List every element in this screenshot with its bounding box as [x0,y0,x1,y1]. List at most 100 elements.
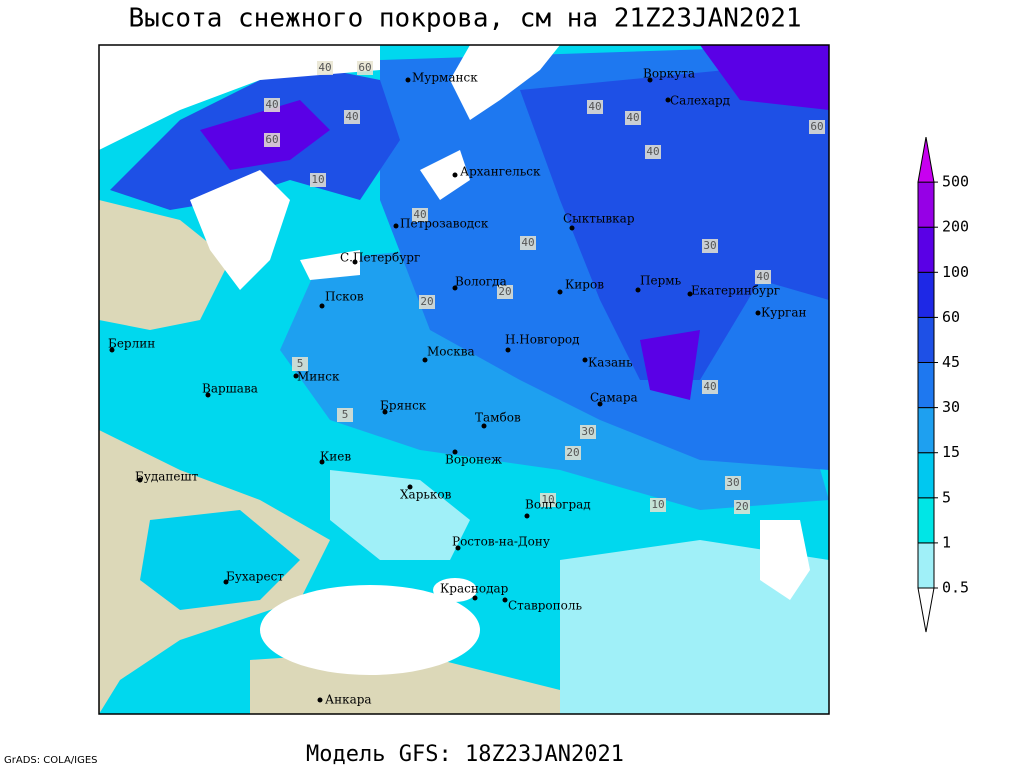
city-dot [687,291,693,297]
city-dot [137,477,143,483]
city-dot [481,423,487,429]
contour-label: 40 [703,380,716,393]
city-dot [472,595,478,601]
contour-label: 40 [521,236,534,249]
contour-label: 5 [297,357,304,370]
city-label: Киров [565,278,604,292]
contour-label-box [650,498,666,512]
city-dot [569,225,575,231]
contour-label-box [497,285,513,299]
contour-label: 40 [345,110,358,123]
contour-label-box [702,239,718,253]
city-dot [405,77,411,83]
city-dot [422,357,428,363]
city-label: Минск [297,370,340,384]
contour-label-box [625,111,641,125]
city-dot [505,347,511,353]
contour-label-box [344,110,360,124]
colorbar-label: 100 [942,263,969,281]
contour-label: 20 [498,285,511,298]
city-dot [352,259,358,265]
colorbar-label: 60 [942,308,960,326]
contour-label-box [540,493,556,507]
colorbar-segment [917,362,935,409]
city-dot [205,392,211,398]
contour-label-box [645,145,661,159]
city-dot [635,287,641,293]
contour-label: 40 [588,100,601,113]
city-label: Будапешт [135,470,199,484]
city-dot [109,347,115,353]
city-label: Харьков [400,488,452,502]
contour-label-box [580,425,596,439]
contour-label: 60 [358,61,371,74]
colorbar-label: 500 [942,173,969,191]
city-dot [755,310,761,316]
contour-label-box [734,500,750,514]
colorbar-segment [917,316,935,363]
subtitle: Модель GFS: 18Z23JAN2021 [306,742,624,767]
city-label: Самара [590,391,638,405]
colorbar-segment [917,226,935,273]
contour-label-box [357,61,373,75]
contour-label-box [755,270,771,284]
contour-label-box [264,98,280,112]
colorbar-end [917,587,935,633]
city-label: Ростов-на-Дону [452,535,550,549]
city-label: Псков [325,290,364,304]
colorbar-label: 200 [942,218,969,236]
colorbar-label: 15 [942,443,960,461]
contour-label-box [809,120,825,134]
contour-label: 40 [646,145,659,158]
city-label: Москва [427,345,475,359]
contour-label: 5 [342,408,349,421]
colorbar-segment [917,271,935,318]
contour-label: 10 [311,173,324,186]
contour-label-box [725,476,741,490]
colorbar-segment [917,497,935,544]
city-dot [293,373,299,379]
city-dot [455,545,461,551]
city-dot [597,401,603,407]
contour-label-box [419,295,435,309]
city-label: Архангельск [460,165,541,179]
contour-label: 30 [703,239,716,252]
contour-label: 20 [735,500,748,513]
city-label: Брянск [380,399,427,413]
city-label: Сыктывкар [563,212,635,226]
city-dot [319,303,325,309]
city-label: Берлин [108,337,155,351]
contour-label: 20 [566,446,579,459]
city-dot [452,172,458,178]
city-label: Тамбов [475,411,521,425]
colorbar-label: 5 [942,488,951,506]
city-dot [665,97,671,103]
city-label: Н.Новгород [505,333,580,347]
city-dot [647,77,653,83]
city-label: Казань [588,356,633,370]
city-dot [452,449,458,455]
colorbar-label: 1 [942,533,951,551]
city-dot [524,513,530,519]
contour-label: 40 [413,208,426,221]
contour-label: 40 [756,270,769,283]
city-label: Анкара [325,693,372,707]
city-label: Екатеринбург [691,284,780,298]
credit: GrADS: COLA/IGES [4,755,98,766]
contour-label-box [292,357,308,371]
city-dot [452,285,458,291]
colorbar-segment [917,181,935,228]
city-dot [582,357,588,363]
contour-label: 40 [626,111,639,124]
city-label: Ставрополь [508,599,582,613]
contour-label-box [264,133,280,147]
city-label: Пермь [640,274,682,288]
colorbar-label: 30 [942,398,960,416]
city-label: Бухарест [226,570,284,584]
city-dot [317,697,323,703]
contour-label-box [310,173,326,187]
colorbar-segment [917,407,935,454]
